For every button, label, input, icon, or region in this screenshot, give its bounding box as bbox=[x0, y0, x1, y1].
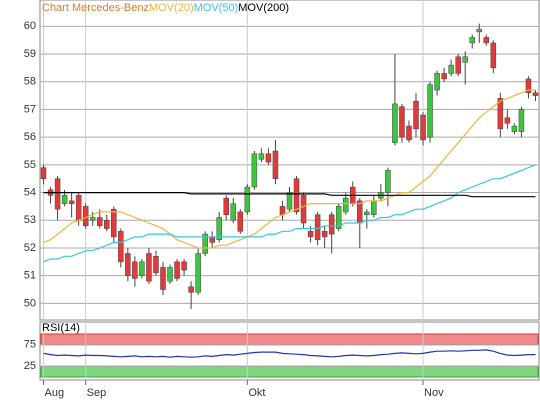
candle-body bbox=[462, 56, 468, 63]
candle-body bbox=[406, 125, 412, 141]
rsi-lower-band bbox=[40, 365, 539, 378]
candle-body bbox=[118, 231, 124, 263]
candle-body bbox=[96, 217, 103, 227]
candle-body bbox=[153, 256, 159, 274]
candle-body bbox=[167, 267, 173, 282]
legend-entry: MOV(20) bbox=[149, 2, 194, 14]
candle-body bbox=[272, 150, 279, 179]
legend-entry: MOV(200) bbox=[238, 2, 289, 14]
candle-body bbox=[216, 217, 222, 240]
candle-body bbox=[321, 231, 328, 238]
rsi-line bbox=[43, 349, 536, 358]
y-tick-label: 51 bbox=[24, 270, 36, 282]
candle-body bbox=[54, 178, 61, 210]
candle-body bbox=[111, 208, 117, 238]
candle-body bbox=[237, 211, 244, 232]
y-tick-label: 52 bbox=[24, 242, 36, 254]
candle-body bbox=[434, 73, 440, 91]
candle-body bbox=[82, 206, 89, 227]
candle-body bbox=[195, 253, 201, 293]
candle-body bbox=[504, 117, 511, 124]
y-tick-label: 75 bbox=[24, 339, 36, 351]
candle-body bbox=[174, 261, 180, 279]
candle-body bbox=[251, 153, 258, 188]
candle-body bbox=[132, 261, 138, 279]
y-tick-label: 53 bbox=[24, 214, 36, 226]
candle-body bbox=[181, 261, 187, 271]
candle-body bbox=[258, 153, 265, 160]
candle-body bbox=[89, 217, 96, 221]
y-tick-label: 56 bbox=[24, 131, 36, 143]
candle-body bbox=[413, 100, 419, 130]
candle-body bbox=[385, 170, 391, 193]
candle-body bbox=[68, 200, 75, 204]
candle-body bbox=[265, 153, 272, 163]
candle-body bbox=[139, 261, 145, 276]
candle-body bbox=[448, 64, 454, 74]
ma-line bbox=[43, 89, 536, 249]
x-tick-label: Okt bbox=[248, 387, 265, 399]
ma-line bbox=[43, 164, 536, 263]
candle-body bbox=[314, 214, 321, 240]
candle-body bbox=[40, 167, 47, 179]
candle-body bbox=[328, 214, 335, 235]
legend-entry: MOV(50) bbox=[194, 2, 239, 14]
rsi-title: RSI(14) bbox=[42, 322, 80, 334]
candle-body bbox=[483, 37, 490, 44]
y-tick-label: 59 bbox=[24, 48, 36, 60]
y-tick-label: 54 bbox=[24, 186, 36, 198]
y-tick-label: 57 bbox=[24, 103, 36, 115]
rsi-upper-band bbox=[40, 333, 539, 346]
ma-line bbox=[43, 192, 536, 198]
candle-body bbox=[209, 236, 215, 243]
candle-body bbox=[293, 178, 300, 213]
candle-body bbox=[371, 200, 377, 215]
candle-body bbox=[300, 195, 307, 224]
candle-body bbox=[342, 197, 349, 213]
candle-body bbox=[75, 195, 82, 221]
candle-body bbox=[392, 103, 398, 143]
y-tick-label: 60 bbox=[24, 20, 36, 32]
x-tick-label: Nov bbox=[424, 387, 444, 399]
candle-body bbox=[307, 231, 314, 238]
y-tick-label: 50 bbox=[24, 297, 36, 309]
candle-body bbox=[518, 109, 525, 132]
candle-body bbox=[244, 186, 251, 213]
y-tick-label: 58 bbox=[24, 76, 36, 88]
candle-body bbox=[455, 56, 461, 74]
candle-body bbox=[420, 114, 426, 141]
candle-body bbox=[469, 37, 475, 44]
candle-body bbox=[532, 92, 539, 96]
candle-body bbox=[490, 42, 497, 69]
candle-body bbox=[125, 253, 131, 276]
chart-title: Chart Mercedes-Benz bbox=[42, 2, 149, 14]
candle-body bbox=[335, 206, 342, 229]
candle-body bbox=[511, 125, 518, 132]
candle-body bbox=[188, 286, 194, 293]
candle-body bbox=[230, 203, 237, 221]
candle-body bbox=[441, 73, 447, 80]
x-tick-label: Sep bbox=[87, 387, 107, 399]
candle-body bbox=[525, 78, 532, 94]
candle-body bbox=[476, 28, 483, 33]
candle-body bbox=[202, 233, 208, 254]
candle-body bbox=[160, 267, 166, 290]
candle-body bbox=[497, 98, 504, 130]
candle-body bbox=[364, 211, 370, 215]
candle-body bbox=[223, 197, 229, 215]
candle-body bbox=[427, 84, 433, 138]
candle-body bbox=[146, 253, 152, 282]
x-tick-label: Aug bbox=[45, 387, 65, 399]
candle-body bbox=[286, 192, 293, 210]
candle-body bbox=[104, 220, 110, 229]
candle-body bbox=[61, 195, 68, 204]
y-tick-label: 25 bbox=[24, 360, 36, 372]
candle-body bbox=[399, 106, 405, 138]
price-panel bbox=[39, 0, 540, 321]
y-tick-label: 55 bbox=[24, 159, 36, 171]
